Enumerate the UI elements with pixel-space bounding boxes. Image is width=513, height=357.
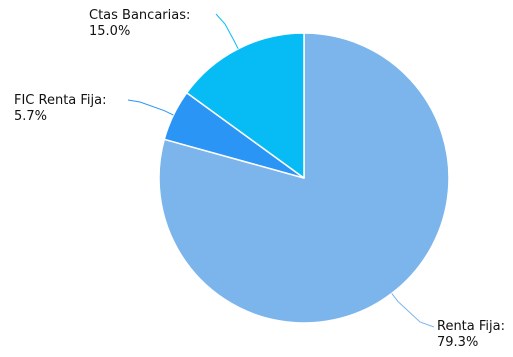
pie-label-value-1: 5.7% (14, 109, 47, 124)
pie-connector-1 (127, 99, 174, 116)
pie-label-value-2: 15.0% (89, 24, 130, 39)
pie-label-name-0: Renta Fija: (437, 319, 505, 334)
pie-connector-0 (391, 293, 435, 328)
pie-slice-2[interactable] (185, 32, 305, 179)
pie-connector-2 (215, 13, 239, 50)
pie-slice-0[interactable] (158, 32, 450, 324)
pie-label-value-0: 79.3% (437, 335, 478, 350)
pie-label-name-2: Ctas Bancarias: (89, 8, 190, 23)
pie-label-name-1: FIC Renta Fija: (14, 93, 107, 108)
